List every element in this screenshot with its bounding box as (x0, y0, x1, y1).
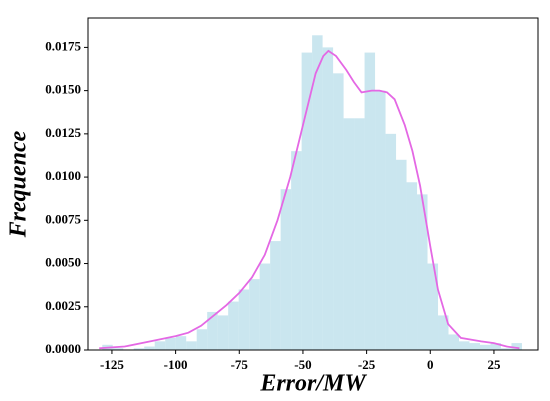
bar (312, 35, 323, 351)
bar (291, 151, 302, 350)
bar (333, 73, 344, 350)
x-tick-label: -75 (231, 357, 249, 372)
kde-line (99, 49, 520, 350)
bar (469, 343, 480, 350)
bar (364, 52, 376, 350)
plot-frame (87, 17, 539, 351)
bar (427, 263, 439, 350)
y-tick-label: 0.0050 (45, 255, 81, 270)
bar (438, 315, 449, 350)
y-tick-label: 0.0025 (45, 298, 81, 313)
x-axis-label: Error/MW (259, 371, 367, 397)
x-tick-label: -25 (358, 357, 376, 372)
bar (228, 301, 239, 350)
bar (270, 241, 281, 350)
bar (354, 118, 365, 351)
bar (343, 118, 355, 351)
bar (186, 341, 197, 350)
bar (406, 182, 418, 350)
bar (385, 133, 397, 350)
bar (112, 348, 124, 350)
bar (175, 336, 187, 350)
bar (396, 159, 407, 350)
x-tick-label: 0 (427, 357, 434, 372)
y-axis-label: Frequence (6, 130, 32, 238)
y-tick-label: 0.0000 (45, 341, 81, 356)
bar (238, 289, 250, 350)
bar (490, 343, 501, 350)
bar (375, 90, 386, 350)
y-tick-label: 0.0075 (45, 211, 81, 226)
bar (479, 344, 491, 350)
bar (448, 334, 460, 350)
bar (249, 279, 260, 350)
bar (459, 341, 470, 350)
x-tick-label: -100 (164, 357, 188, 372)
x-tick-label: 25 (487, 357, 501, 372)
bar (154, 341, 166, 350)
bar (301, 52, 313, 350)
bar (196, 329, 208, 350)
y-tick-label: 0.0150 (45, 82, 81, 97)
bar (500, 348, 512, 350)
x-tick-label: -125 (100, 357, 124, 372)
bar (165, 337, 176, 350)
bar (133, 348, 145, 350)
bar (259, 263, 271, 350)
x-tick-label: -50 (294, 357, 311, 372)
y-tick-label: 0.0175 (45, 38, 81, 53)
bar (217, 315, 229, 350)
bar (417, 194, 428, 350)
y-tick-label: 0.0125 (45, 125, 81, 140)
bar (511, 343, 522, 350)
bar (322, 47, 334, 350)
bar (144, 346, 155, 350)
bar (207, 311, 218, 350)
y-tick-label: 0.0100 (45, 168, 81, 183)
bar (280, 189, 292, 350)
